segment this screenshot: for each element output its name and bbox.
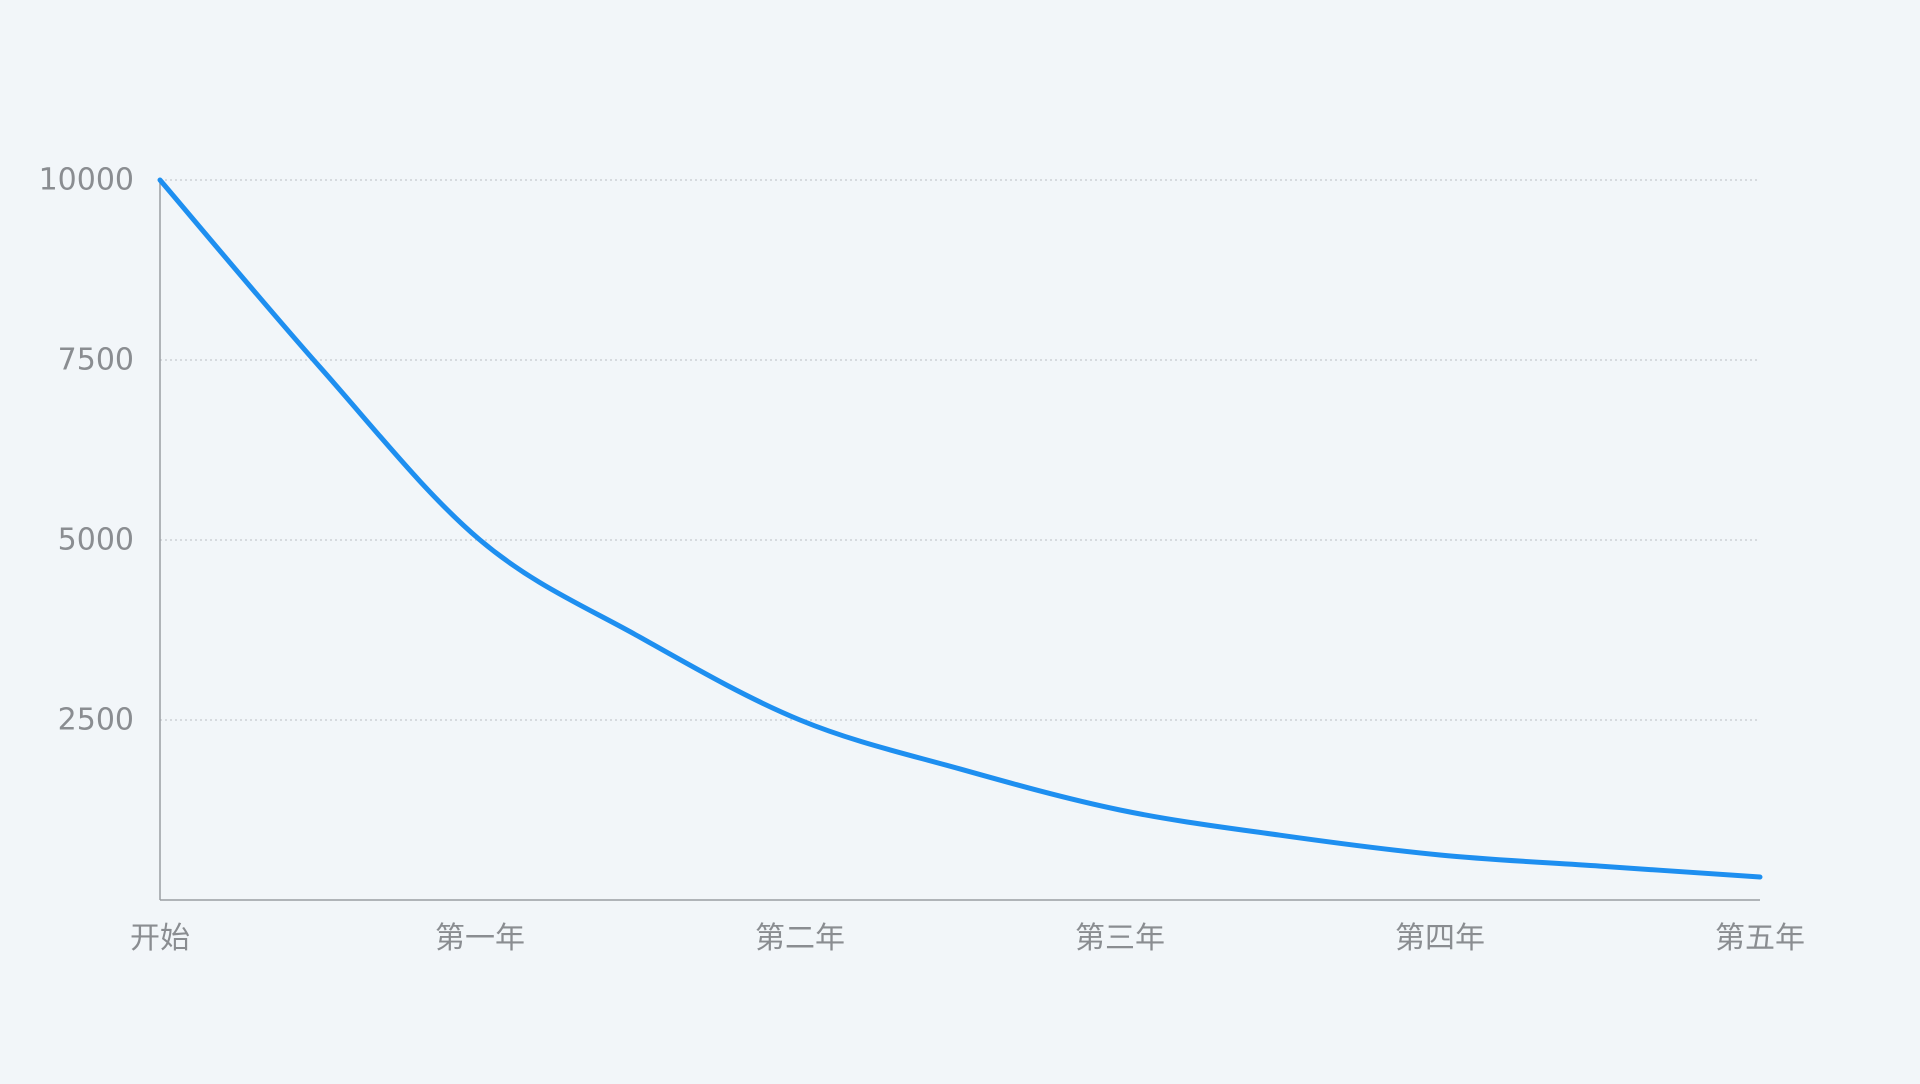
x-tick-label-1: 第一年 (435, 921, 525, 956)
x-tick-label-3: 第三年 (1075, 921, 1165, 956)
x-tick-labels: 开始 第一年 第二年 第三年 第四年 第五年 (130, 921, 1805, 956)
y-tick-label-5000: 5000 (58, 523, 134, 558)
y-tick-label-2500: 2500 (58, 703, 134, 738)
y-tick-label-10000: 10000 (39, 163, 134, 198)
x-tick-label-4: 第四年 (1395, 921, 1485, 956)
series (157, 177, 1763, 880)
y-tick-label-7500: 7500 (58, 343, 134, 378)
y-tick-labels: 10000 7500 5000 2500 (39, 163, 134, 738)
x-tick-label-2: 第二年 (755, 921, 845, 956)
grid-lines (160, 179, 1760, 721)
x-tick-label-0: 开始 (130, 921, 190, 956)
axes (159, 180, 1760, 901)
series-line-0 (157, 177, 1763, 880)
x-tick-label-5: 第五年 (1715, 921, 1805, 956)
